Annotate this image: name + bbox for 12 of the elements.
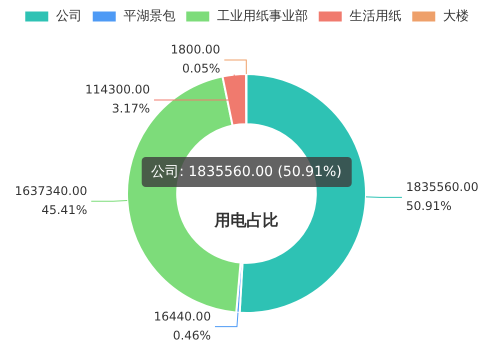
text: 公司: 1835560.00 (50.91%) xyxy=(141,156,352,186)
text: 用电占比 xyxy=(214,210,278,230)
legend-label: 平湖景包 xyxy=(123,8,176,24)
legend-label: 公司 xyxy=(56,8,82,24)
data-label: 16440.00 0.46% xyxy=(154,309,211,342)
legend-label: 大楼 xyxy=(442,8,469,24)
data-label: 114300.00 3.17% xyxy=(85,82,150,116)
data-label: 1835560.00 50.91% xyxy=(406,180,478,213)
legend-label: 工业用纸事业部 xyxy=(216,8,308,24)
legend-label: 生活用纸 xyxy=(349,8,402,24)
data-label: 1637340.00 45.41% xyxy=(14,184,88,217)
data-label: 1800.00 0.05% xyxy=(170,42,220,76)
